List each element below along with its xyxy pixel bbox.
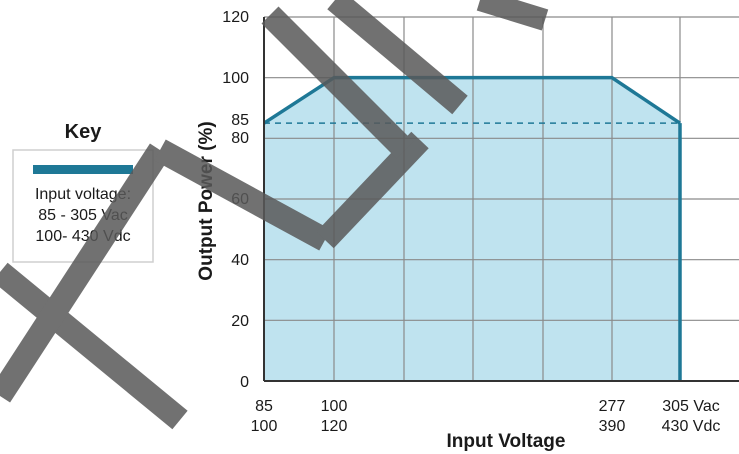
- x-tick-dc-430: 430 Vdc: [662, 418, 721, 435]
- key-title: Key: [65, 121, 103, 143]
- key-line-swatch: [33, 165, 133, 174]
- x-tick-ac-100: 100: [321, 398, 348, 415]
- watermark-stroke-4: [316, 131, 429, 249]
- y-tick-80: 80: [231, 130, 249, 147]
- watermark-stroke-5: [261, 6, 414, 159]
- watermark-stroke-2: [0, 143, 171, 403]
- output-power-area: [264, 77, 680, 382]
- y-tick-100: 100: [222, 70, 249, 87]
- y-axis-title: Output Power (%): [196, 121, 217, 280]
- watermark-overlay: [0, 0, 549, 430]
- x-tick-dc-120: 120: [321, 418, 348, 435]
- watermark-stroke-1: [0, 262, 188, 430]
- key-label-line-1: Input voltage:: [35, 186, 131, 203]
- watermark-stroke-3: [154, 139, 331, 251]
- x-tick-ac-85: 85: [255, 398, 273, 415]
- x-tick-ac-277: 277: [599, 398, 626, 415]
- watermark-stroke-7: [476, 0, 549, 31]
- x-tick-ac-305: 305 Vac: [662, 398, 720, 415]
- y-tick-0: 0: [240, 374, 249, 391]
- y-tick-40: 40: [231, 252, 249, 269]
- y-tick-85: 85: [231, 112, 249, 129]
- watermark-stroke-6: [327, 0, 468, 115]
- x-axis-title: Input Voltage: [447, 431, 566, 452]
- y-tick-120: 120: [222, 9, 249, 26]
- x-tick-dc-390: 390: [599, 418, 626, 435]
- x-tick-labels: 85 100 100 120 277 390 305 Vac 430 Vdc: [251, 398, 721, 435]
- series-line-input-voltage: [263, 75, 681, 125]
- x-tick-dc-100: 100: [251, 418, 278, 435]
- y-tick-20: 20: [231, 313, 249, 330]
